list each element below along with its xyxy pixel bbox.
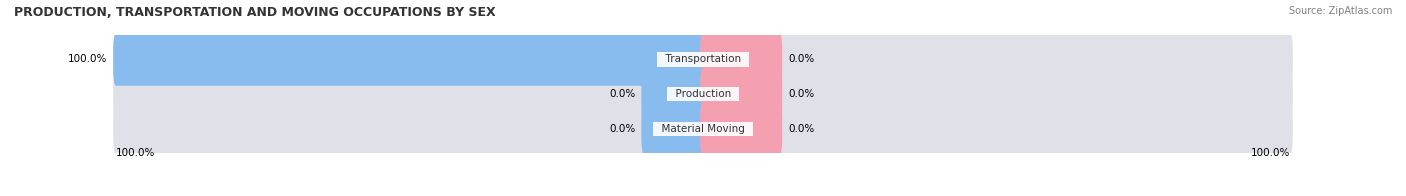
Text: 100.0%: 100.0% [67, 54, 107, 64]
Text: PRODUCTION, TRANSPORTATION AND MOVING OCCUPATIONS BY SEX: PRODUCTION, TRANSPORTATION AND MOVING OC… [14, 6, 496, 19]
Text: 100.0%: 100.0% [1250, 148, 1289, 158]
FancyBboxPatch shape [114, 33, 706, 86]
Text: Production: Production [669, 89, 737, 99]
Text: Transportation: Transportation [658, 54, 748, 64]
Text: 0.0%: 0.0% [789, 54, 814, 64]
FancyBboxPatch shape [641, 102, 706, 155]
FancyBboxPatch shape [700, 33, 782, 86]
FancyBboxPatch shape [114, 102, 1292, 155]
Text: 0.0%: 0.0% [609, 124, 636, 134]
FancyBboxPatch shape [700, 102, 782, 155]
FancyBboxPatch shape [114, 68, 1292, 120]
Text: 0.0%: 0.0% [609, 89, 636, 99]
FancyBboxPatch shape [700, 68, 782, 120]
Text: Source: ZipAtlas.com: Source: ZipAtlas.com [1288, 6, 1392, 16]
FancyBboxPatch shape [641, 68, 706, 120]
Text: 100.0%: 100.0% [117, 148, 156, 158]
Text: 0.0%: 0.0% [789, 124, 814, 134]
Text: 0.0%: 0.0% [789, 89, 814, 99]
FancyBboxPatch shape [114, 33, 1292, 86]
Text: Material Moving: Material Moving [655, 124, 751, 134]
